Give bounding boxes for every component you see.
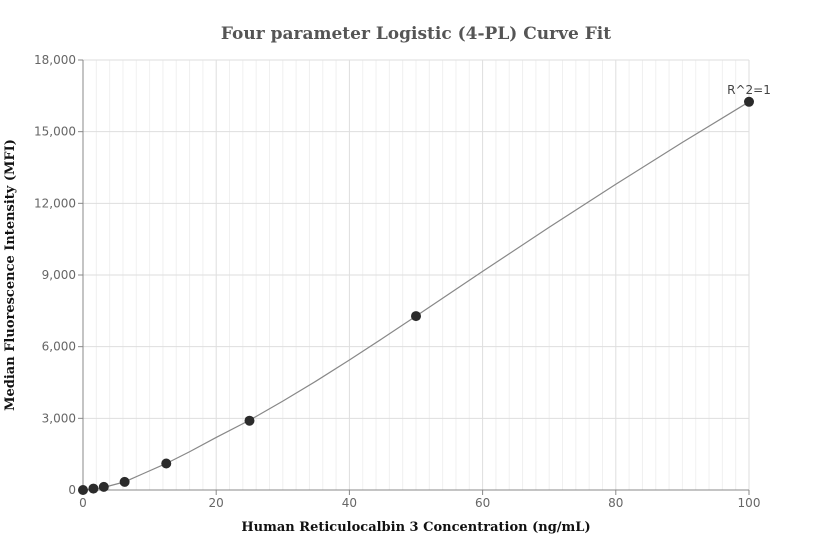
data-points <box>78 96 754 495</box>
grid <box>82 59 750 491</box>
x-tick-label: 20 <box>209 496 224 510</box>
data-point <box>88 483 99 494</box>
data-point <box>161 458 172 469</box>
r-squared-annotation: R^2=1 <box>727 83 771 97</box>
data-point <box>744 96 754 107</box>
data-point <box>98 481 109 492</box>
x-tick-label: 60 <box>475 496 490 510</box>
y-tick-label: 0 <box>68 483 76 497</box>
data-point <box>244 415 255 426</box>
chart-title: Four parameter Logistic (4-PL) Curve Fit <box>221 24 611 44</box>
axes <box>78 59 750 495</box>
x-tick-label: 100 <box>738 496 761 510</box>
y-tick-label: 6,000 <box>42 340 76 354</box>
x-axis-title: Human Reticulocalbin 3 Concentration (ng… <box>241 520 590 535</box>
tick-labels: 0 20 40 60 80 100 0 3,000 6,000 9,000 12,000 15,000… <box>34 53 760 510</box>
y-tick-label: 18,000 <box>34 53 76 67</box>
y-axis-title: Median Fluorescence Intensity (MFI) <box>3 139 18 411</box>
data-point <box>119 476 130 487</box>
x-tick-label: 40 <box>342 496 357 510</box>
y-tick-label: 12,000 <box>34 196 76 210</box>
y-tick-label: 3,000 <box>42 411 76 425</box>
y-tick-label: 9,000 <box>42 268 76 282</box>
data-point <box>78 485 88 495</box>
data-point <box>411 311 421 322</box>
y-tick-label: 15,000 <box>34 125 76 139</box>
x-tick-label: 0 <box>79 496 87 510</box>
x-tick-label: 80 <box>608 496 623 510</box>
